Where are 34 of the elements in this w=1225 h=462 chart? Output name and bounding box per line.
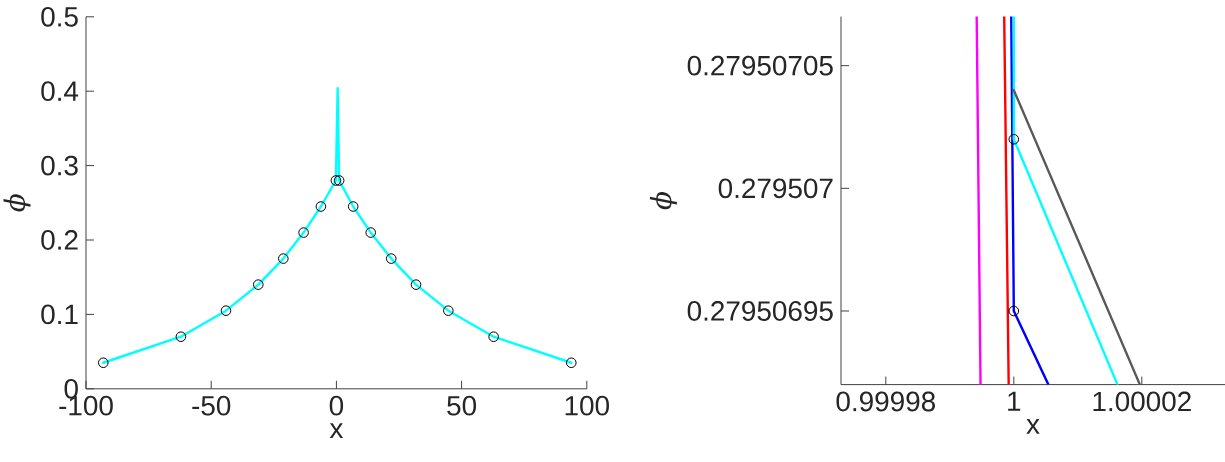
- x-tick-label: 0: [329, 395, 344, 416]
- x-tick-label: 50: [447, 395, 477, 416]
- point: [385, 253, 397, 264]
- y-tick-label: 0.4: [41, 81, 79, 102]
- y-tick-label: 0.27950695: [687, 301, 833, 321]
- point: [347, 201, 359, 212]
- x-tick-label: -50: [192, 395, 231, 416]
- point: [410, 279, 422, 290]
- y-tick-label: 0.1: [41, 304, 78, 325]
- point: [175, 331, 187, 343]
- y-tick-label: 0.279507: [718, 178, 833, 199]
- y-tick-label: 0.5: [41, 6, 78, 27]
- x-axis-title: x: [1026, 419, 1040, 434]
- point: [97, 357, 109, 369]
- point: [220, 305, 232, 316]
- point: [252, 279, 264, 290]
- y-axis-title: ϕ: [3, 194, 31, 212]
- x-tick-label: 1: [1008, 391, 1021, 411]
- point: [315, 201, 327, 212]
- x-tick-label: 0.99998: [836, 391, 936, 412]
- point: [565, 357, 577, 369]
- y-axis-title: ϕ: [649, 192, 677, 210]
- point: [278, 253, 289, 264]
- x-axis-title: x: [329, 423, 344, 439]
- point: [365, 227, 377, 238]
- x-tick-label: 100: [565, 395, 609, 416]
- point: [443, 305, 454, 316]
- point: [298, 227, 309, 238]
- y-tick-label: 0.3: [41, 155, 78, 176]
- line-series: [102, 87, 573, 364]
- y-tick-label: 0.2: [41, 230, 78, 250]
- x-tick-label: 1.00002: [1093, 391, 1191, 412]
- point: [488, 331, 499, 343]
- y-tick-label: 0.27950705: [687, 55, 833, 76]
